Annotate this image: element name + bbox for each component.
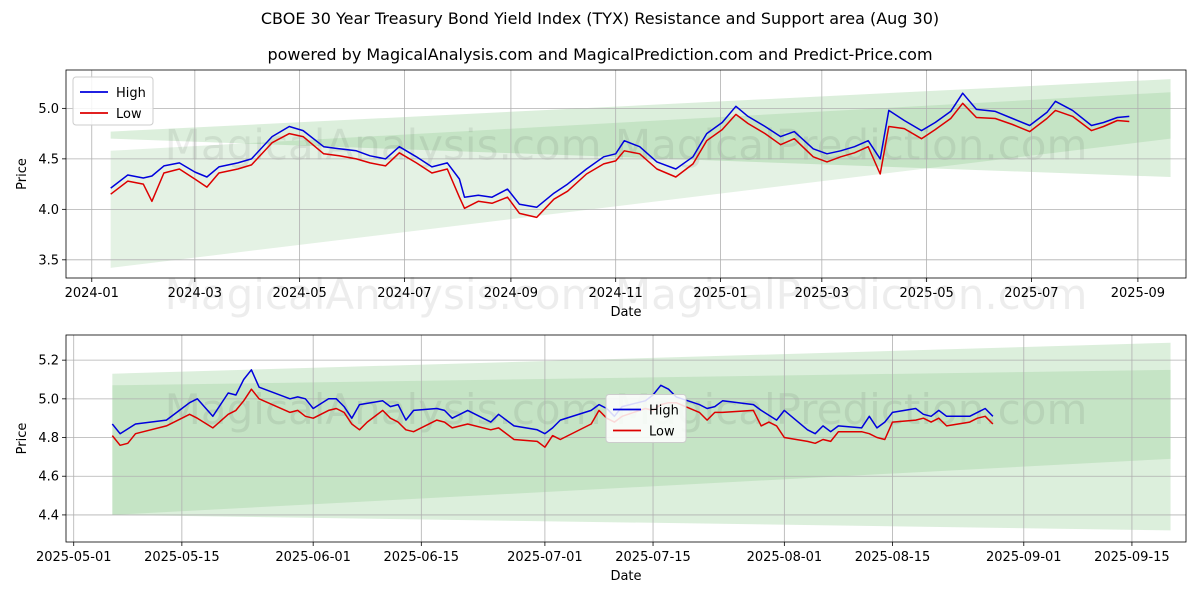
watermark-text: MagicalAnalysis.com MagicalPrediction.co… xyxy=(165,120,1088,169)
chart-panel-2: MagicalAnalysis.com MagicalPrediction.co… xyxy=(15,334,1187,584)
x-tick-label: 2025-03 xyxy=(795,286,849,301)
chart-panel-1: MagicalAnalysis.com MagicalPrediction.co… xyxy=(15,69,1187,320)
legend-label-low: Low xyxy=(649,425,675,440)
x-axis-label: Date xyxy=(610,305,641,320)
legend-label-high: High xyxy=(116,86,146,101)
legend-label-low: Low xyxy=(116,107,142,122)
x-tick-label: 2025-07-01 xyxy=(507,550,583,565)
y-tick-label: 4.5 xyxy=(38,152,59,167)
x-tick-label: 2025-05 xyxy=(899,286,953,301)
legend: High Low xyxy=(72,76,154,126)
series-line-low xyxy=(111,388,994,448)
series-line-high xyxy=(111,369,994,435)
y-tick-label: 4.0 xyxy=(38,203,59,218)
x-tick-label: 2025-05-15 xyxy=(144,550,220,565)
y-tick-label: 4.8 xyxy=(38,431,59,446)
x-tick-label: 2025-01 xyxy=(693,286,747,301)
series-line-high xyxy=(110,92,1130,209)
x-tick-label: 2025-07-15 xyxy=(615,550,691,565)
x-tick-label: 2025-08-01 xyxy=(747,550,823,565)
x-tick-label: 2025-09-15 xyxy=(1094,550,1170,565)
legend: High Low xyxy=(605,394,687,443)
x-tick-label: 2025-06-15 xyxy=(384,550,460,565)
legend-label-high: High xyxy=(649,404,679,419)
y-axis-label: Price xyxy=(15,158,30,190)
x-tick-label: 2025-09-01 xyxy=(986,550,1062,565)
x-tick-label: 2025-08-15 xyxy=(855,550,931,565)
x-tick-label: 2025-05-01 xyxy=(36,550,112,565)
x-tick-label: 2025-06-01 xyxy=(275,550,351,565)
x-tick-label: 2024-01 xyxy=(65,286,119,301)
x-tick-label: 2024-11 xyxy=(589,286,643,301)
chart-subtitle: powered by MagicalAnalysis.com and Magic… xyxy=(267,45,933,64)
plot-frame xyxy=(65,334,1187,543)
y-axis-label: Price xyxy=(15,423,30,455)
x-tick-label: 2024-05 xyxy=(272,286,326,301)
chart-title: CBOE 30 Year Treasury Bond Yield Index (… xyxy=(260,9,940,28)
x-tick-label: 2024-09 xyxy=(484,286,538,301)
y-tick-label: 5.2 xyxy=(38,354,59,369)
series-line-low xyxy=(110,102,1130,219)
y-tick-label: 5.0 xyxy=(38,102,59,117)
y-tick-label: 5.0 xyxy=(38,392,59,407)
y-tick-label: 4.4 xyxy=(38,508,59,523)
x-axis-label: Date xyxy=(610,569,641,584)
x-tick-label: 2024-03 xyxy=(168,286,222,301)
y-tick-label: 3.5 xyxy=(38,253,59,268)
support-resistance-band xyxy=(110,92,1171,268)
x-tick-label: 2025-09 xyxy=(1111,286,1165,301)
x-tick-label: 2024-07 xyxy=(377,286,431,301)
x-tick-label: 2025-07 xyxy=(1004,286,1058,301)
plot-frame xyxy=(65,69,1187,279)
y-tick-label: 4.6 xyxy=(38,470,59,485)
support-resistance-band xyxy=(110,79,1171,178)
